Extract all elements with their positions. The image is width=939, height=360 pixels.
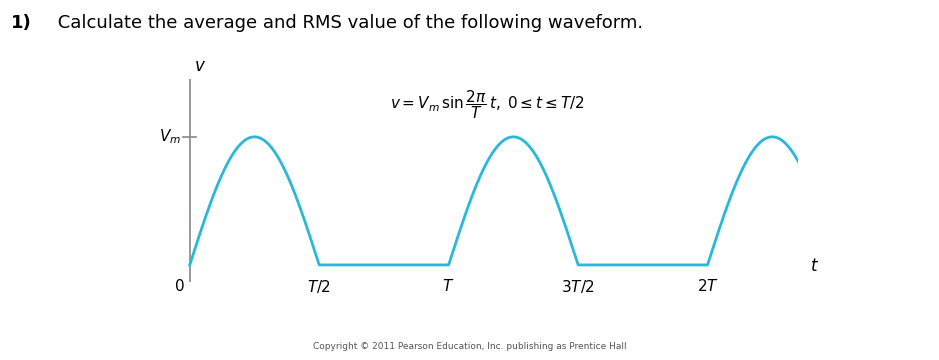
Text: $v = V_m\,\sin\dfrac{2\pi}{T}\,t,\;0 \leq t \leq T/2$: $v = V_m\,\sin\dfrac{2\pi}{T}\,t,\;0 \le… [391, 88, 585, 121]
Text: $T/2$: $T/2$ [307, 278, 331, 295]
Text: Copyright © 2011 Pearson Education, Inc. publishing as Prentice Hall: Copyright © 2011 Pearson Education, Inc.… [313, 342, 626, 351]
Text: $v$: $v$ [194, 58, 207, 75]
Text: 1): 1) [11, 14, 32, 32]
Text: $T$: $T$ [442, 278, 454, 294]
Text: $t$: $t$ [809, 258, 819, 275]
Text: $V_m$: $V_m$ [159, 127, 180, 146]
Text: Calculate the average and RMS value of the following waveform.: Calculate the average and RMS value of t… [52, 14, 643, 32]
Text: $2T$: $2T$ [697, 278, 718, 294]
Text: $0$: $0$ [174, 278, 185, 294]
Text: $3T/2$: $3T/2$ [562, 278, 595, 295]
